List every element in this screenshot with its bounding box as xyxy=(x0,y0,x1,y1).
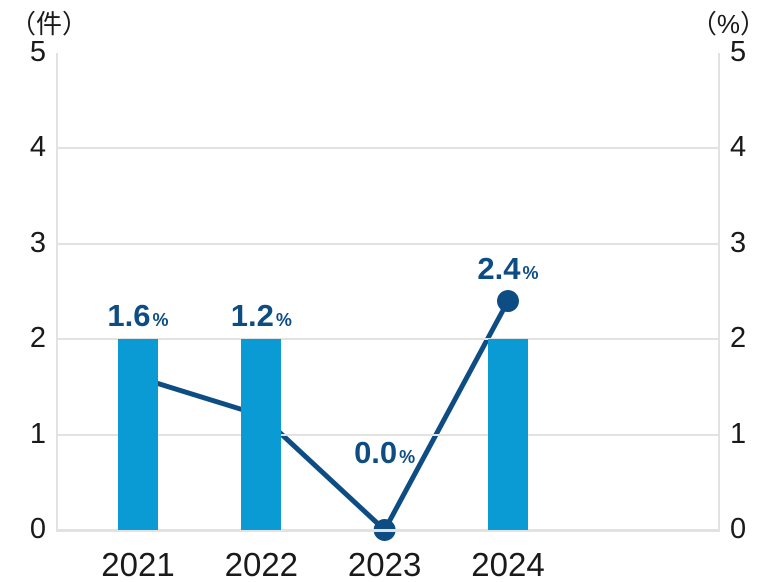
rate-value-number: 0.0 xyxy=(354,435,398,470)
gridline-y3 xyxy=(58,242,718,245)
left-axis-line xyxy=(56,53,58,532)
right-axis-tick-4: 4 xyxy=(730,131,747,164)
right-axis-tick-3: 3 xyxy=(730,226,747,259)
right-axis-line xyxy=(718,53,720,532)
x-axis-label-2022: 2022 xyxy=(224,546,299,582)
x-axis-label-2024: 2024 xyxy=(471,546,545,582)
right-axis-tick-1: 1 xyxy=(730,417,747,450)
rate-point-2024 xyxy=(496,290,519,313)
left-axis-tick-2: 2 xyxy=(29,322,46,355)
rate-value-label-2021: 1.6% xyxy=(58,300,218,336)
right-axis-tick-2: 2 xyxy=(730,322,747,355)
x-axis-baseline xyxy=(58,529,718,532)
rate-value-label-2024: 2.4% xyxy=(428,253,588,289)
left-axis-unit-label: （件） xyxy=(10,9,89,39)
percent-suffix: % xyxy=(399,447,416,467)
percent-suffix: % xyxy=(522,263,539,283)
left-axis-tick-0: 0 xyxy=(29,513,46,545)
percent-suffix: % xyxy=(275,310,292,330)
rate-value-number: 1.6 xyxy=(107,298,151,333)
rate-value-number: 2.4 xyxy=(477,251,521,286)
gridline-y1 xyxy=(58,433,718,436)
left-axis-tick-5: 5 xyxy=(29,36,46,68)
x-axis-label-2023: 2023 xyxy=(347,546,422,582)
rate-value-number: 1.2 xyxy=(230,298,274,333)
left-axis-tick-4: 4 xyxy=(29,131,46,164)
percent-suffix: % xyxy=(152,310,169,330)
rate-value-label-2023: 0.0% xyxy=(305,437,465,473)
bar-2021 xyxy=(117,339,158,530)
right-axis-tick-0: 0 xyxy=(730,513,747,545)
right-axis-tick-5: 5 xyxy=(730,36,747,68)
left-axis-tick-3: 3 xyxy=(29,226,46,259)
left-axis-tick-1: 1 xyxy=(29,417,46,450)
gridline-y4 xyxy=(58,147,718,150)
rate-value-label-2022: 1.2% xyxy=(181,300,341,336)
gridline-y2 xyxy=(58,338,718,341)
rate-line-path xyxy=(137,299,511,535)
x-axis-label-2021: 2021 xyxy=(101,546,175,582)
right-axis-unit-label: （%） xyxy=(690,9,766,39)
bar-2024 xyxy=(487,339,528,530)
bar-2022 xyxy=(241,339,282,530)
